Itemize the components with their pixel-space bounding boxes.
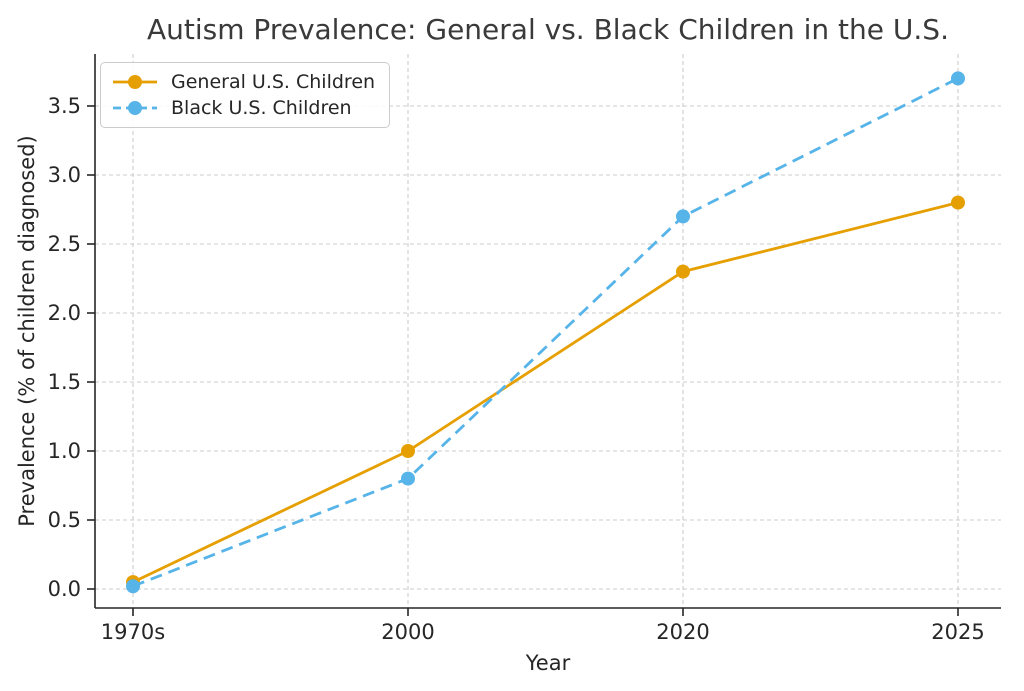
data-point-general-u-s-children-2020: [676, 264, 690, 279]
data-point-general-u-s-children-2000: [401, 444, 415, 458]
y-tick-label: 3.5: [48, 94, 81, 118]
y-tick-label: 0.0: [48, 577, 81, 601]
y-tick-label: 3.0: [48, 163, 81, 187]
legend-line-sample-icon: [113, 101, 157, 115]
series-line-black-u-s-children: [132, 77, 959, 588]
x-tick-label: 2025: [931, 620, 984, 644]
y-axis-label: Prevalence (% of children diagnosed): [15, 135, 39, 527]
legend-label: General U.S. Children: [171, 71, 376, 93]
legend-item-black-us-children: Black U.S. Children: [111, 97, 375, 119]
legend: General U.S. Children Black U.S. Childre…: [100, 62, 391, 128]
y-tick-label: 1.5: [48, 370, 81, 394]
series-line-general-u-s-children: [132, 201, 959, 584]
data-point-black-u-s-children-2020: [676, 209, 690, 224]
y-tick-label: 1.0: [48, 439, 81, 463]
legend-line-sample-icon: [113, 75, 157, 89]
y-tick-label: 2.5: [48, 232, 81, 256]
x-axis-label: Year: [525, 651, 571, 675]
chart-title: Autism Prevalence: General vs. Black Chi…: [147, 13, 949, 46]
legend-label: Black U.S. Children: [171, 97, 352, 119]
legend-item-general-us-children: General U.S. Children: [111, 71, 375, 93]
data-point-black-u-s-children-1970s: [126, 579, 140, 594]
x-tick-label: 1970s: [101, 620, 165, 644]
y-tick-label: 2.0: [48, 301, 81, 325]
data-point-black-u-s-children-2000: [401, 471, 415, 486]
x-tick-label: 2020: [656, 620, 709, 644]
x-tick-label: 2000: [381, 620, 434, 644]
y-tick-label: 0.5: [48, 508, 81, 532]
data-point-general-u-s-children-2025: [951, 195, 965, 210]
data-point-black-u-s-children-2025: [951, 71, 965, 86]
